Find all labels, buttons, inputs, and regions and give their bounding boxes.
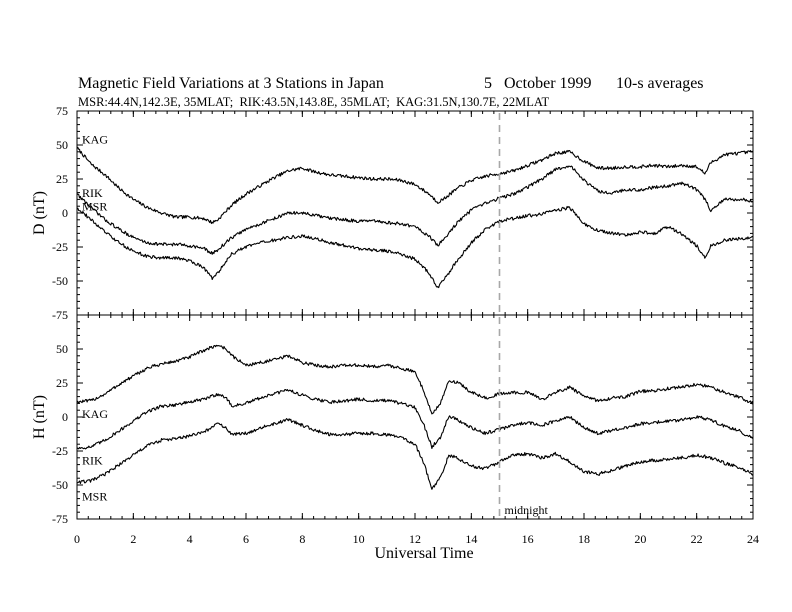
x-tick-label: 22: [691, 532, 703, 546]
series-line-kag: [76, 146, 754, 225]
x-tick-label: 8: [299, 532, 305, 546]
y-axis-label: D (nT): [31, 191, 48, 235]
chart-averaging: 10-s averages: [616, 75, 704, 92]
x-tick-label: 24: [747, 532, 759, 546]
series-line-rik: [76, 165, 754, 255]
x-tick-label: 0: [74, 532, 80, 546]
y-tick-label: -50: [52, 274, 68, 288]
y-tick-label: 75: [56, 104, 68, 118]
y-tick-label: -75: [52, 512, 68, 526]
panel-frame: [76, 314, 754, 520]
y-tick-label: 25: [56, 376, 68, 390]
y-axis-label: H (nT): [31, 395, 48, 439]
x-axis-label: Universal Time: [374, 545, 473, 562]
x-tick-label: 12: [409, 532, 421, 546]
series-label-rik: RIK: [82, 453, 103, 467]
series-line-rik: [76, 388, 754, 450]
series-line-kag: [76, 344, 754, 415]
chart-subtitle: MSR:44.4N,142.3E, 35MLAT; RIK:43.5N,143.…: [78, 95, 550, 109]
y-tick-label: 0: [62, 410, 68, 424]
y-tick-label: -25: [52, 240, 68, 254]
chart-title: Magnetic Field Variations at 3 Stations …: [78, 75, 384, 92]
y-tick-label: 50: [56, 138, 68, 152]
x-tick-label: 2: [130, 532, 136, 546]
series-label-kag: KAG: [82, 407, 108, 421]
x-tick-label: 10: [353, 532, 365, 546]
y-tick-label: 0: [62, 206, 68, 220]
y-tick-label: -50: [52, 478, 68, 492]
x-tick-label: 14: [465, 532, 477, 546]
series-label-msr: MSR: [82, 200, 107, 214]
x-tick-label: 16: [522, 532, 534, 546]
x-tick-label: 4: [187, 532, 193, 546]
y-tick-label: -75: [52, 308, 68, 322]
panel-frame: [76, 110, 754, 316]
y-tick-label: 25: [56, 172, 68, 186]
series-label-msr: MSR: [82, 489, 107, 503]
x-tick-label: 18: [578, 532, 590, 546]
series-line-msr: [76, 205, 754, 289]
series-line-msr: [76, 418, 754, 490]
x-tick-label: 6: [243, 532, 249, 546]
midnight-label: midnight: [505, 503, 549, 517]
series-label-kag: KAG: [82, 133, 108, 147]
y-tick-label: 50: [56, 342, 68, 356]
y-tick-label: -25: [52, 444, 68, 458]
x-tick-label: 20: [634, 532, 646, 546]
series-label-rik: RIK: [82, 186, 103, 200]
chart-date: 5 October 1999: [484, 75, 592, 92]
